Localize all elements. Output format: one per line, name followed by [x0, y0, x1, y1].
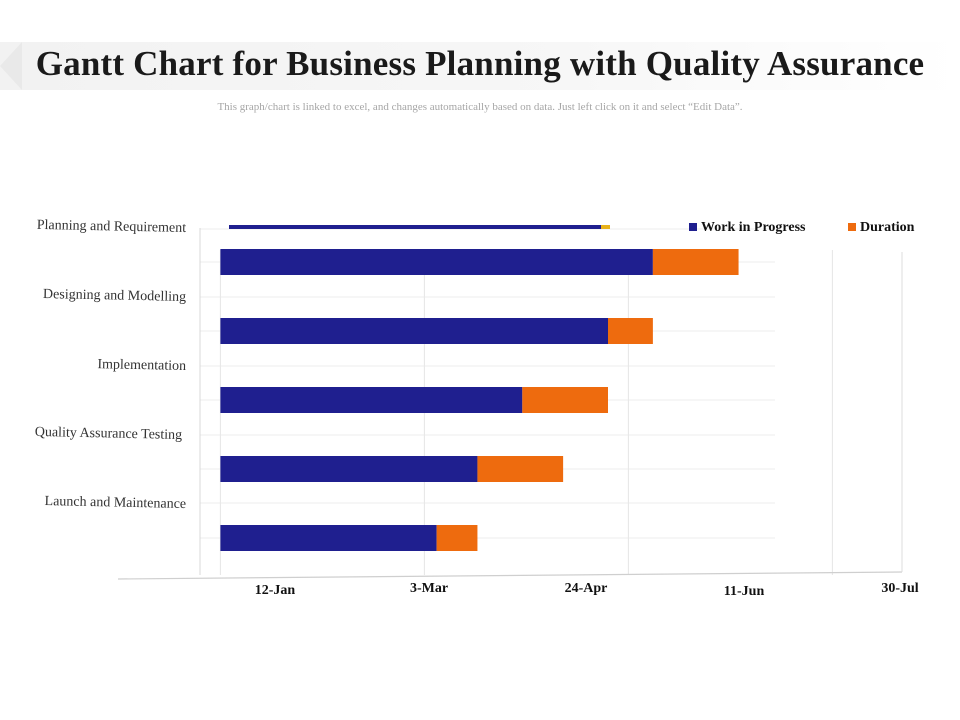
category-label-4: Launch and Maintenance — [44, 494, 186, 512]
category-label-2: Implementation — [97, 357, 186, 374]
category-label-1: Designing and Modelling — [43, 287, 186, 305]
page-title: Gantt Chart for Business Planning with Q… — [35, 44, 925, 83]
bar-work-in-progress-1 — [220, 318, 608, 344]
x-tick-label-0: 12-Jan — [255, 583, 296, 598]
title-band — [0, 42, 960, 90]
top-edge-bar-duration — [601, 225, 610, 229]
bar-work-in-progress-0 — [220, 249, 653, 275]
legend-swatch-1 — [848, 223, 856, 231]
bar-duration-4 — [436, 525, 478, 551]
x-tick-label-3: 11-Jun — [724, 584, 765, 599]
x-tick-label-2: 24-Apr — [565, 581, 608, 596]
legend-swatch-0 — [689, 223, 697, 231]
x-tick-label-1: 3-Mar — [410, 581, 448, 596]
title-arrow-decoration — [0, 42, 22, 90]
category-label-3: Quality Assurance Testing — [35, 425, 183, 443]
x-axis-floor-line — [117, 571, 903, 580]
legend-label-1: Duration — [860, 220, 915, 235]
bar-work-in-progress-2 — [220, 387, 523, 413]
bar-work-in-progress-4 — [220, 525, 437, 551]
bar-duration-0 — [652, 249, 739, 275]
bar-work-in-progress-3 — [220, 456, 478, 482]
bar-duration-3 — [477, 456, 564, 482]
top-edge-bar-work — [229, 225, 601, 229]
category-label-0: Planning and Requirement — [37, 218, 187, 236]
bar-duration-1 — [608, 318, 653, 344]
legend-label-0: Work in Progress — [701, 220, 806, 235]
page-subtitle: This graph/chart is linked to excel, and… — [217, 101, 743, 113]
bar-duration-2 — [522, 387, 608, 413]
x-tick-label-4: 30-Jul — [881, 581, 918, 596]
